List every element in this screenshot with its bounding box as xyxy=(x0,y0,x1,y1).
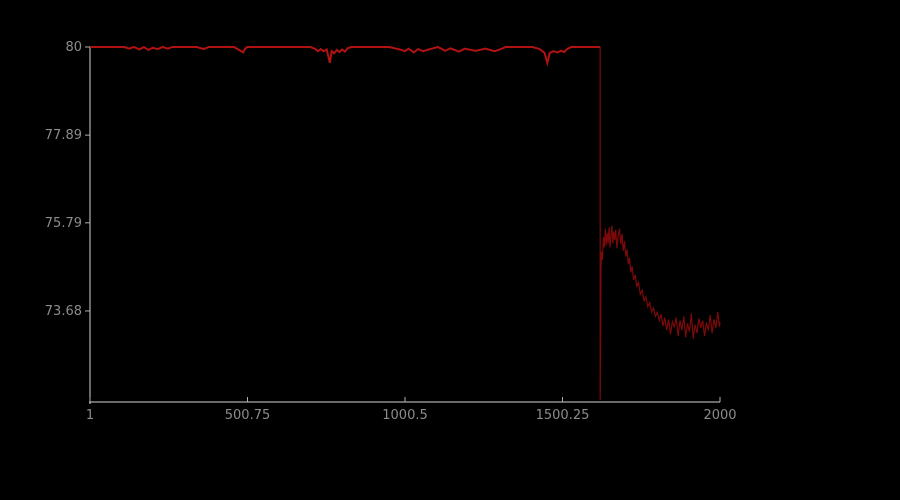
data-series-metric-post-drop xyxy=(599,47,721,400)
x-tick-label: 500.75 xyxy=(225,408,271,423)
x-tick-label: 1 xyxy=(86,408,94,423)
y-tick-label: 77.89 xyxy=(45,128,82,143)
y-tick-label: 73.68 xyxy=(45,304,82,319)
data-series-metric-pre-drop xyxy=(90,45,601,67)
x-tick-label: 1000.5 xyxy=(382,408,428,423)
x-tick-label: 2000 xyxy=(703,408,736,423)
y-tick-label: 80 xyxy=(65,40,82,55)
y-tick-label: 75.79 xyxy=(45,216,82,231)
x-tick-label: 1500.25 xyxy=(536,408,590,423)
